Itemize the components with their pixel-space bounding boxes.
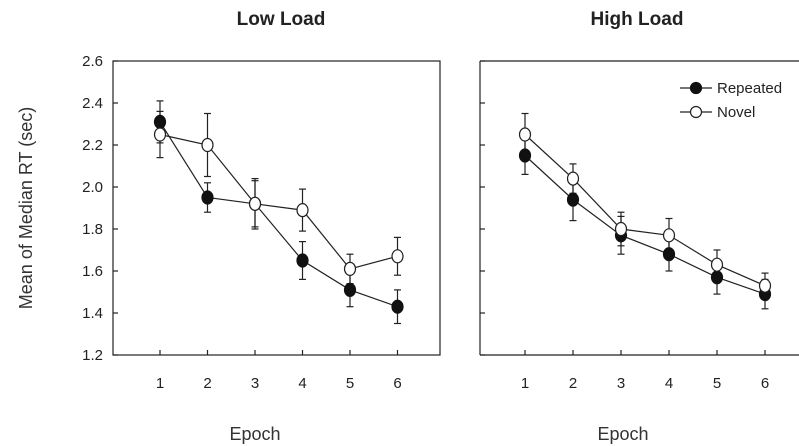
series-line-repeated <box>524 155 766 295</box>
data-point-novel <box>710 257 724 272</box>
y-tick-label: 2.2 <box>82 137 103 154</box>
data-point-repeated <box>201 190 214 205</box>
data-point-novel <box>566 171 580 186</box>
x-tick-label: 2 <box>569 375 577 392</box>
data-point-novel <box>391 249 404 264</box>
data-point-repeated <box>662 247 676 262</box>
legend: Repeated Novel <box>680 80 782 121</box>
y-tick-label: 1.8 <box>82 221 103 238</box>
x-tick-label: 2 <box>203 375 211 392</box>
data-point-repeated <box>566 192 580 207</box>
x-tick-label: 3 <box>617 375 625 392</box>
x-tick-label: 6 <box>761 375 769 392</box>
data-point-repeated <box>343 282 357 297</box>
y-axis-label: Mean of Median RT (sec) <box>16 107 36 309</box>
series-line-novel <box>159 133 398 270</box>
legend-novel-marker <box>689 105 703 119</box>
low-load-x-axis-label: Epoch <box>229 424 280 444</box>
legend-repeated-marker <box>689 81 703 95</box>
x-tick-label: 4 <box>665 375 673 392</box>
data-point-repeated <box>710 270 724 285</box>
data-point-novel <box>518 127 532 142</box>
legend-novel-label: Novel <box>717 104 755 121</box>
low-load-panel: 1.2 1.4 1.6 1.8 2.0 2.2 2.4 2.6 1 2 3 4 5 6 <box>82 53 441 392</box>
x-tick-label: 4 <box>298 375 306 392</box>
data-point-novel <box>296 203 309 218</box>
legend-repeated-label: Repeated <box>717 80 782 97</box>
x-tick-label: 3 <box>251 375 259 392</box>
low-load-title: Low Load <box>237 9 326 30</box>
low-load-frame <box>112 60 441 356</box>
data-point-novel <box>343 261 357 276</box>
y-tick-label: 1.4 <box>82 305 103 322</box>
x-tick-label: 1 <box>156 375 164 392</box>
data-point-novel <box>662 228 676 243</box>
data-point-repeated <box>391 299 404 314</box>
data-point-novel <box>614 221 628 237</box>
y-tick-label: 1.2 <box>82 347 103 364</box>
series-line-repeated <box>159 121 398 308</box>
y-tick-label: 2.6 <box>82 53 103 70</box>
x-tick-label: 6 <box>393 375 401 392</box>
data-point-novel <box>201 137 214 153</box>
y-tick-label: 2.0 <box>82 179 103 196</box>
data-point-novel <box>248 196 262 211</box>
data-point-repeated <box>153 114 167 130</box>
y-tick-label: 2.4 <box>82 95 103 112</box>
high-load-title: High Load <box>591 9 684 30</box>
high-load-x-axis-label: Epoch <box>597 424 648 444</box>
data-point-repeated <box>518 148 532 163</box>
data-point-novel <box>758 278 772 293</box>
x-tick-label: 5 <box>346 375 354 392</box>
data-point-repeated <box>296 253 309 268</box>
high-load-panel: 1 2 3 4 5 6 <box>479 60 799 392</box>
series-line-novel <box>524 134 766 287</box>
x-tick-label: 1 <box>521 375 529 392</box>
x-tick-label: 5 <box>713 375 721 392</box>
data-point-novel <box>153 127 167 142</box>
y-tick-label: 1.6 <box>82 263 103 280</box>
